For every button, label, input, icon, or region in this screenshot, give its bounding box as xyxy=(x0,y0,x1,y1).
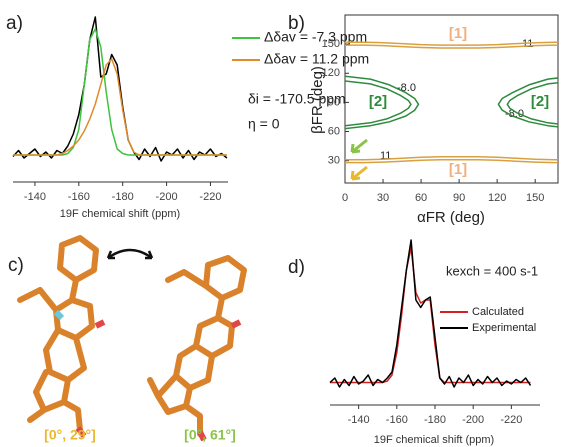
arrow xyxy=(352,167,367,179)
legend-label: Experimental xyxy=(472,322,536,334)
y-tick-label: 30 xyxy=(328,155,340,167)
annotation: η = 0 xyxy=(248,116,280,132)
y-tick-label: 60 xyxy=(328,125,340,137)
molecule xyxy=(150,258,244,434)
legend-label: Δδav = 11.2 ppm xyxy=(264,51,369,67)
panel-label: a) xyxy=(6,13,23,34)
conformer-label: [0°, 29°] xyxy=(44,427,96,443)
x-tick-label: -140 xyxy=(24,191,46,203)
series-line xyxy=(13,59,227,155)
y-tick-label: 90 xyxy=(328,96,340,108)
x-tick-label: -180 xyxy=(424,414,446,426)
figure: a) δi = -170.5 ppm η = 0 19F chemical sh… xyxy=(0,0,561,447)
region-label: [1] xyxy=(449,161,467,178)
x-tick-label: -200 xyxy=(462,414,484,426)
region-label: [2] xyxy=(531,93,549,110)
contour-label: 11 xyxy=(380,150,391,162)
x-tick-label: 120 xyxy=(488,192,506,204)
x-tick-label: -140 xyxy=(348,414,370,426)
region-label: [1] xyxy=(449,25,467,42)
x-tick-label: 90 xyxy=(453,192,465,204)
plot-area xyxy=(13,17,227,161)
y-tick-label: 120 xyxy=(322,67,340,79)
x-tick-label: -220 xyxy=(500,414,522,426)
x-tick-label: 60 xyxy=(415,192,427,204)
arrow xyxy=(352,140,367,152)
conformer-label: [0°, 61°] xyxy=(184,427,236,443)
molecule xyxy=(20,238,96,430)
legend-label: Calculated xyxy=(472,306,524,318)
panel-label: c) xyxy=(8,255,24,276)
x-axis-label: αFR (deg) xyxy=(417,209,485,226)
y-tick-label: 150 xyxy=(322,38,340,50)
annotation: kexch = 400 s-1 xyxy=(446,263,538,278)
x-axis-label: 19F chemical shift (ppm) xyxy=(374,434,494,446)
x-tick-label: -160 xyxy=(386,414,408,426)
x-tick-label: -180 xyxy=(112,191,134,203)
region-label: [2] xyxy=(369,93,387,110)
atom xyxy=(96,322,104,326)
atom xyxy=(56,312,62,318)
panel-label: d) xyxy=(288,257,305,278)
x-tick-label: -160 xyxy=(68,191,90,203)
atom xyxy=(232,322,240,326)
x-tick-label: -220 xyxy=(199,191,221,203)
x-tick-label: 30 xyxy=(377,192,389,204)
x-axis-label: 19F chemical shift (ppm) xyxy=(60,208,180,220)
x-tick-label: 0 xyxy=(342,192,348,204)
x-tick-label: 150 xyxy=(526,192,544,204)
x-tick-label: -200 xyxy=(156,191,178,203)
contour-label: -8.0 xyxy=(397,82,416,94)
